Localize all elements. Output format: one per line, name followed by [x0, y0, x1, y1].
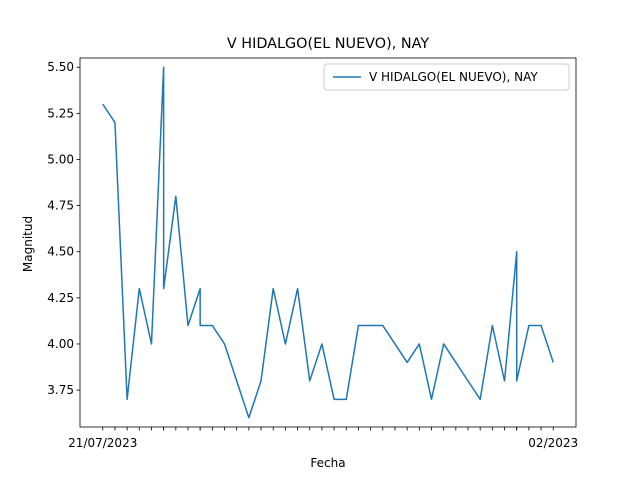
y-tick-label: 5.25	[47, 106, 74, 120]
x-tick-label: 02/2023	[528, 436, 578, 450]
y-axis-label: Magnitud	[21, 216, 35, 272]
plot-area	[79, 57, 577, 428]
series-line-0	[102, 66, 554, 419]
y-tick-label: 4.75	[47, 199, 74, 213]
x-axis-label: Fecha	[310, 456, 345, 470]
legend-label: V HIDALGO(EL NUEVO), NAY	[369, 70, 538, 84]
y-tick-label: 4.50	[47, 245, 74, 259]
legend-box	[323, 63, 570, 91]
x-axis: 21/07/2023 02/2023	[68, 427, 578, 450]
y-tick-label: 5.00	[47, 152, 74, 166]
y-tick-label: 4.25	[47, 291, 74, 305]
legend: V HIDALGO(EL NUEVO), NAY	[323, 63, 570, 91]
y-axis: 3.75 4.00 4.25 4.50 4.75 5.00 5.25 5.50	[47, 60, 80, 397]
plot-frame	[79, 57, 577, 428]
y-tick-label: 3.75	[47, 383, 74, 397]
y-tick-label: 5.50	[47, 60, 74, 74]
y-tick-label: 4.00	[47, 337, 74, 351]
x-tick-label: 21/07/2023	[68, 436, 137, 450]
chart-title: V HIDALGO(EL NUEVO), NAY	[227, 36, 430, 52]
